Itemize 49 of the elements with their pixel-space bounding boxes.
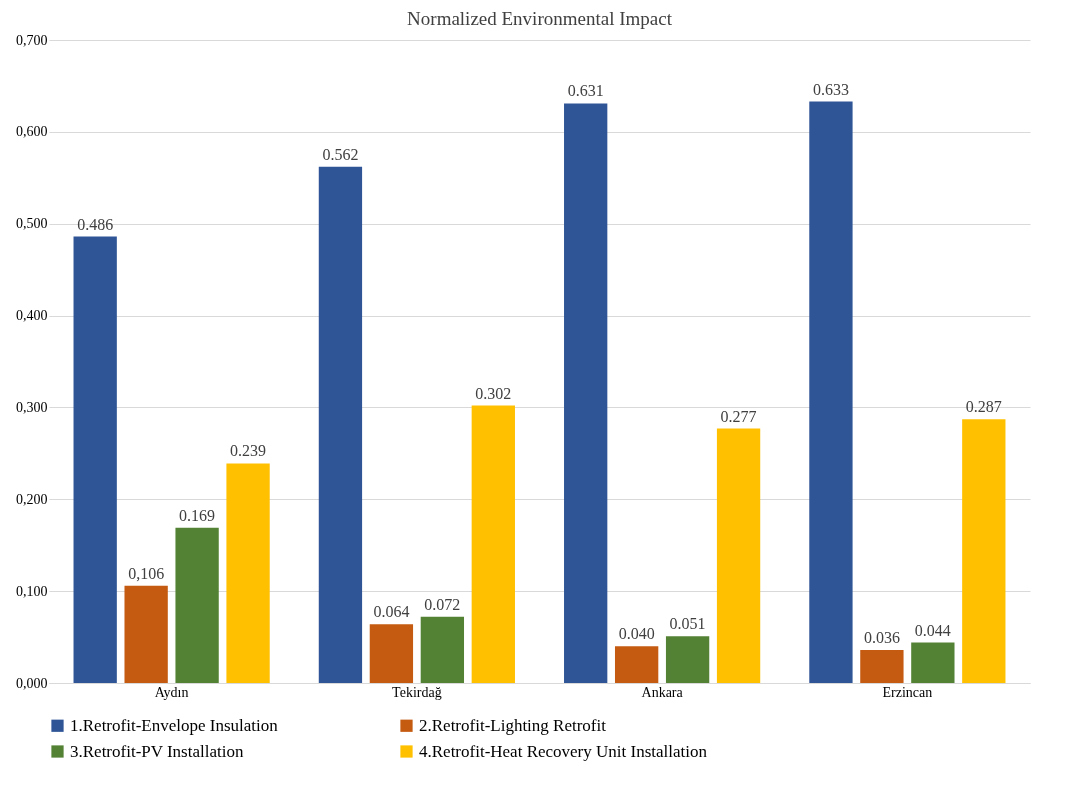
y-tick-label: 0,100 [16,583,48,599]
x-tick-label: Aydın [154,684,189,700]
data-label: 0.302 [475,384,512,402]
y-tick-label: 0,400 [16,308,48,324]
data-label: 0.239 [230,442,267,460]
chart-title: Normalized Environmental Impact [407,8,673,29]
y-tick-label: 0,000 [16,675,48,691]
data-label: 0.562 [322,145,359,163]
bar [175,527,219,683]
bar [665,636,710,683]
x-tick-label: Ankara [641,684,684,700]
y-tick-label: 0,300 [16,399,48,415]
bar [564,103,608,683]
legend-label: 3.Retrofit-PV Installation [70,741,244,761]
y-tick-label: 0,600 [16,124,48,140]
bar [860,649,904,683]
bar [318,166,363,683]
data-label: 0,106 [128,564,165,582]
data-label: 0.631 [567,82,604,100]
legend-label: 4.Retrofit-Heat Recovery Unit Installation [419,741,708,761]
bar [226,463,270,683]
data-label: 0.036 [863,628,900,646]
data-label: 0.277 [720,407,757,425]
y-tick-label: 0,700 [16,32,48,48]
data-label: 0.633 [812,80,849,98]
bar [962,419,1006,683]
bar [809,101,853,683]
data-label: 0.287 [965,398,1002,416]
bar [420,616,465,683]
bar [716,428,761,683]
y-tick-label: 0,500 [16,216,48,232]
y-tick-label: 0,200 [16,491,48,507]
bar [73,236,117,683]
bar [614,646,659,683]
x-tick-label: Tekirdağ [392,684,442,700]
legend-label: 2.Retrofit-Lighting Retrofit [419,715,607,735]
data-label: 0.072 [424,595,461,613]
data-label: 0.486 [77,215,114,233]
data-label: 0.064 [373,603,410,621]
data-label: 0.169 [179,506,216,524]
bar [471,405,515,683]
bar [124,585,168,683]
data-label: 0.051 [669,615,706,633]
x-tick-label: Erzincan [882,684,933,700]
data-label: 0.044 [914,621,951,639]
legend-label: 1.Retrofit-Envelope Insulation [70,715,279,735]
bar [911,642,955,683]
bar [369,624,414,683]
data-label: 0.040 [618,625,655,643]
